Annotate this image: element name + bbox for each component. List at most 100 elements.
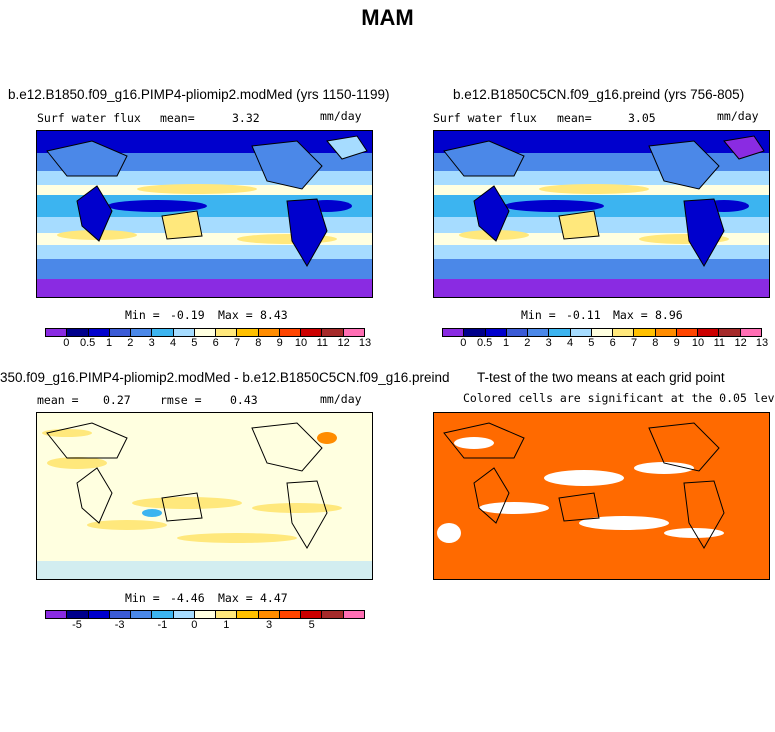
panel3-colorbar-ticks: -5 -3 -1 0 1 3 5 <box>45 619 365 633</box>
panel2-colorbar-box <box>676 329 699 336</box>
panel1-colorbar-tick-label: 0 <box>63 337 70 349</box>
panel2-colorbar-tick-label: 10 <box>691 337 705 349</box>
panel1-mean-label: mean= <box>160 111 195 125</box>
panel2-field <box>434 131 769 297</box>
panel1-colorbar-tick-label: 5 <box>191 337 198 349</box>
panel1-colorbar-ticks: 0 0.5 1 2 3 4 5 6 7 8 9 10 11 12 13 <box>45 337 371 351</box>
panel3-max-label: Max = <box>218 591 253 605</box>
panel2-colorbar-tick-label: 0 <box>460 337 467 349</box>
panel2-colorbar-tick-label: 8 <box>652 337 659 349</box>
panel3-title: 350.f09_g16.PIMP4-pliomip2.modMed - b.e1… <box>0 370 450 385</box>
panel2-colorbar-box <box>655 329 677 336</box>
panel3-colorbar-box <box>258 611 280 618</box>
panel2-colorbar-tick-label: 0.5 <box>477 337 493 349</box>
panel2-variable: Surf water flux <box>433 111 537 125</box>
panel3-colorbar-tick-label: 3 <box>265 619 273 631</box>
panel2-colorbar-tick-label: 12 <box>734 337 747 349</box>
panel2-colorbar-box <box>464 329 486 336</box>
panel1-title: b.e12.B1850.f09_g16.PIMP4-pliomip2.modMe… <box>8 87 390 102</box>
panel3-rmse-value: 0.43 <box>230 393 258 407</box>
panel2-max-value: 8.96 <box>655 308 683 322</box>
panel3-field <box>37 413 372 579</box>
panel2-colorbar-box <box>570 329 592 336</box>
panel2-colorbar-box <box>591 329 614 336</box>
panel3-colorbar-box <box>322 611 344 618</box>
figure-title: MAM <box>361 5 414 30</box>
panel1-min-label: Min = <box>125 308 160 322</box>
panel2-colorbar-box <box>506 329 529 336</box>
panel1-colorbar <box>45 328 365 337</box>
panel3-colorbar-box <box>237 611 259 618</box>
panel4-field <box>434 413 769 579</box>
panel1-colorbar-box <box>301 329 323 336</box>
panel1-colorbar-box <box>279 329 302 336</box>
panel3-colorbar-box <box>152 611 174 618</box>
panel1-colorbar-box <box>109 329 132 336</box>
panel1-colorbar-box <box>46 329 68 336</box>
panel2-mean-value: 3.05 <box>628 111 656 125</box>
panel2-min-label: Min = <box>521 308 556 322</box>
panel2-colorbar-box <box>740 329 761 336</box>
panel3-map <box>36 412 373 580</box>
panel1-colorbar-box <box>131 329 153 336</box>
panel3-colorbar-box <box>279 611 302 618</box>
panel3-mean-label: mean = <box>37 393 79 407</box>
panel1-colorbar-tick-label: 10 <box>294 337 308 349</box>
panel1-colorbar-tick-label: 4 <box>169 337 177 349</box>
panel4-title: T-test of the two means at each grid poi… <box>477 370 725 385</box>
panel1-colorbar-tick-label: 11 <box>316 337 329 349</box>
panel1-units: mm/day <box>320 109 362 123</box>
panel1-colorbar-box <box>237 329 259 336</box>
panel1-colorbar-tick-label: 0.5 <box>80 337 96 349</box>
panel3-colorbar-box <box>88 611 110 618</box>
panel2-colorbar-box <box>443 329 465 336</box>
panel2-colorbar-tick-label: 11 <box>713 337 726 349</box>
panel1-min-value: -0.19 <box>170 308 205 322</box>
panel3-rmse-label: rmse = <box>160 393 202 407</box>
panel3-min-label: Min = <box>125 591 160 605</box>
panel2-colorbar-tick-label: 1 <box>502 337 510 349</box>
panel1-mean-value: 3.32 <box>232 111 260 125</box>
panel2-colorbar-box <box>485 329 507 336</box>
panel1-colorbar-tick-label: 13 <box>358 337 372 349</box>
panel1-variable: Surf water flux <box>37 111 141 125</box>
panel1-colorbar-box <box>216 329 238 336</box>
panel2-colorbar <box>442 328 762 337</box>
panel2-units: mm/day <box>717 109 759 123</box>
panel4-map <box>433 412 770 580</box>
panel2-colorbar-tick-label: 4 <box>566 337 574 349</box>
panel1-colorbar-tick-label: 6 <box>212 337 219 349</box>
panel3-colorbar-box <box>131 611 153 618</box>
panel3-colorbar-box <box>343 611 364 618</box>
panel1-colorbar-box <box>67 329 89 336</box>
panel3-colorbar-box <box>109 611 132 618</box>
panel3-colorbar-tick-label: 1 <box>223 619 230 631</box>
panel1-colorbar-box <box>152 329 174 336</box>
panel2-map <box>433 130 770 298</box>
panel2-colorbar-tick-label: 6 <box>609 337 616 349</box>
panel3-colorbar-tick-label: 5 <box>308 619 315 631</box>
panel2-colorbar-tick-label: 13 <box>755 337 769 349</box>
panel2-colorbar-tick-label: 9 <box>673 337 680 349</box>
panel4-subtitle: Colored cells are significant at the 0.0… <box>463 391 775 405</box>
panel2-colorbar-box <box>528 329 550 336</box>
panel1-colorbar-tick-label: 2 <box>127 337 134 349</box>
panel3-colorbar-box <box>216 611 238 618</box>
panel3-min-value: -4.46 <box>170 591 205 605</box>
panel3-colorbar-tick-label: -5 <box>72 619 82 631</box>
panel2-colorbar-box <box>549 329 571 336</box>
panel2-min-value: -0.11 <box>566 308 601 322</box>
panel3-colorbar-tick-label: 0 <box>191 619 198 631</box>
panel1-max-value: 8.43 <box>260 308 288 322</box>
panel2-colorbar-tick-label: 2 <box>524 337 531 349</box>
panel3-max-value: 4.47 <box>260 591 288 605</box>
panel1-colorbar-tick-label: 1 <box>105 337 113 349</box>
panel3-colorbar <box>45 610 365 619</box>
panel1-colorbar-box <box>173 329 195 336</box>
panel2-colorbar-box <box>613 329 635 336</box>
panel2-colorbar-tick-label: 5 <box>588 337 595 349</box>
panel2-colorbar-tick-label: 7 <box>630 337 638 349</box>
panel2-colorbar-box <box>698 329 720 336</box>
panel3-units: mm/day <box>320 392 362 406</box>
panel2-max-label: Max = <box>613 308 648 322</box>
